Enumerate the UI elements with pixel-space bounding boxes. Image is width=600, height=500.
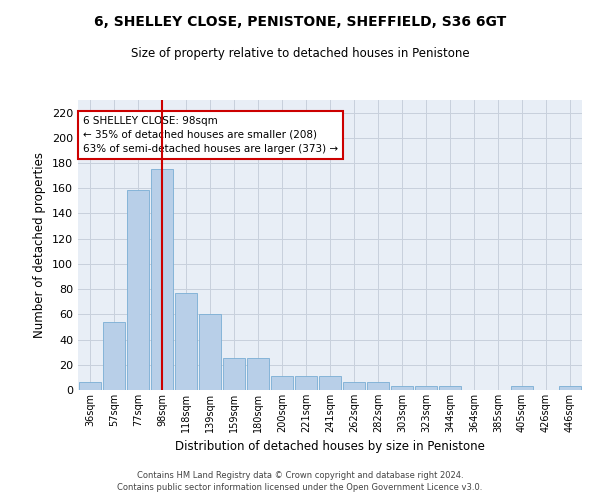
Bar xyxy=(415,386,437,390)
Bar xyxy=(247,358,269,390)
Bar xyxy=(511,386,533,390)
Bar xyxy=(367,382,389,390)
Bar xyxy=(151,170,173,390)
Bar xyxy=(199,314,221,390)
Bar xyxy=(223,358,245,390)
X-axis label: Distribution of detached houses by size in Penistone: Distribution of detached houses by size … xyxy=(175,440,485,454)
Y-axis label: Number of detached properties: Number of detached properties xyxy=(34,152,46,338)
Bar xyxy=(559,386,581,390)
Text: 6, SHELLEY CLOSE, PENISTONE, SHEFFIELD, S36 6GT: 6, SHELLEY CLOSE, PENISTONE, SHEFFIELD, … xyxy=(94,15,506,29)
Bar xyxy=(103,322,125,390)
Bar xyxy=(343,382,365,390)
Bar xyxy=(391,386,413,390)
Text: Contains HM Land Registry data © Crown copyright and database right 2024.
Contai: Contains HM Land Registry data © Crown c… xyxy=(118,471,482,492)
Bar xyxy=(127,190,149,390)
Bar xyxy=(271,376,293,390)
Bar xyxy=(319,376,341,390)
Bar xyxy=(79,382,101,390)
Bar xyxy=(175,293,197,390)
Bar xyxy=(295,376,317,390)
Bar xyxy=(439,386,461,390)
Text: Size of property relative to detached houses in Penistone: Size of property relative to detached ho… xyxy=(131,48,469,60)
Text: 6 SHELLEY CLOSE: 98sqm
← 35% of detached houses are smaller (208)
63% of semi-de: 6 SHELLEY CLOSE: 98sqm ← 35% of detached… xyxy=(83,116,338,154)
